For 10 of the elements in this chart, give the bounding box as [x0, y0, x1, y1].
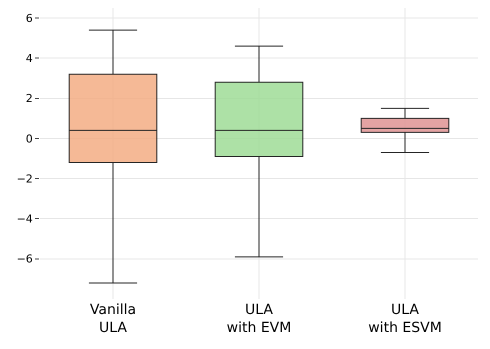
y-tick-label: 0: [26, 132, 33, 146]
y-tick-label: −6: [16, 252, 33, 266]
y-tick-label: −4: [16, 212, 33, 226]
y-tick-label: 6: [26, 12, 33, 25]
x-tick-label: ULA with ESVM: [368, 302, 442, 336]
x-tick-label: Vanilla ULA: [90, 302, 136, 336]
y-tick-label: 2: [26, 92, 33, 106]
y-tick-label: −2: [16, 172, 33, 186]
x-tick-label: ULA with EVM: [226, 302, 292, 336]
y-tick-label: 4: [26, 52, 33, 66]
